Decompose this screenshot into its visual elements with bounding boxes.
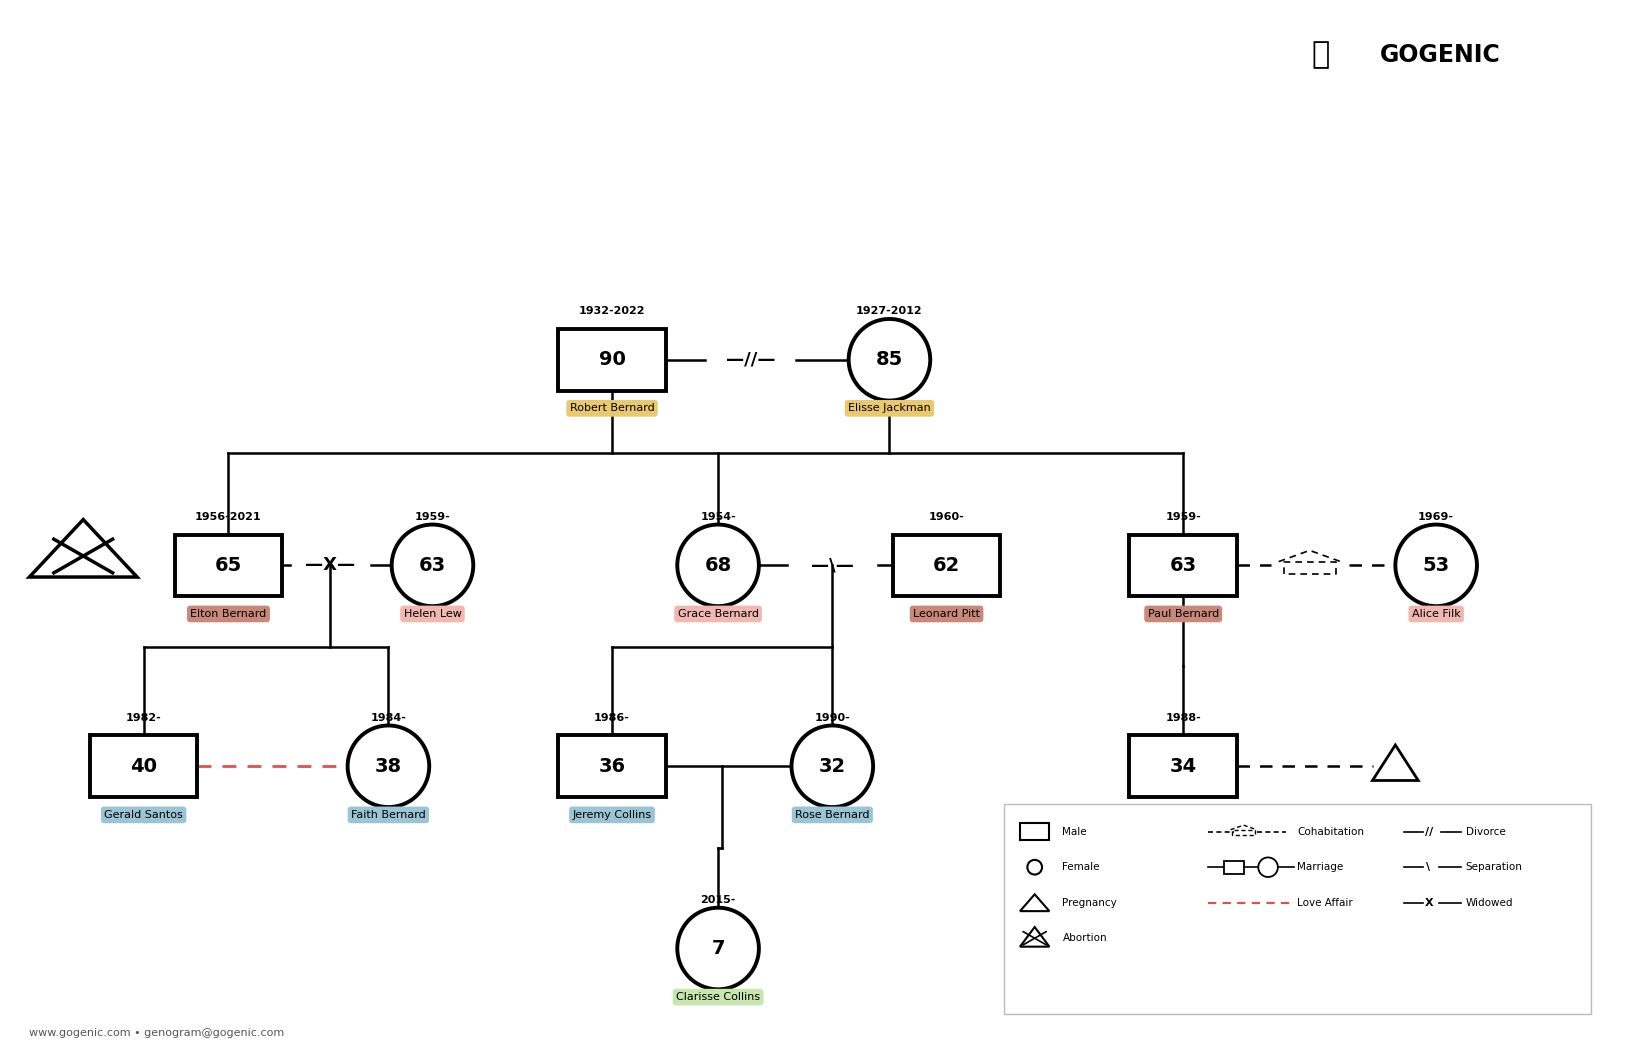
Text: 62: 62	[934, 555, 960, 574]
Text: 1959-: 1959-	[1165, 512, 1201, 522]
Text: Male: Male	[1062, 827, 1087, 836]
Text: Love Affair: Love Affair	[1297, 898, 1353, 908]
Text: 1959-: 1959-	[415, 512, 450, 522]
Text: Cohabitation: Cohabitation	[1297, 827, 1364, 836]
FancyBboxPatch shape	[1224, 861, 1244, 873]
FancyBboxPatch shape	[1129, 735, 1237, 797]
Text: Marriage: Marriage	[1297, 862, 1343, 872]
Text: 32: 32	[819, 757, 845, 776]
Text: Faith Bernard: Faith Bernard	[351, 810, 426, 819]
Ellipse shape	[1395, 525, 1477, 606]
Text: Separation: Separation	[1466, 862, 1523, 872]
FancyBboxPatch shape	[558, 735, 666, 797]
Text: 7: 7	[712, 939, 725, 958]
Ellipse shape	[1028, 860, 1043, 874]
Text: 1932-2022: 1932-2022	[579, 306, 645, 316]
FancyBboxPatch shape	[1020, 824, 1049, 841]
FancyBboxPatch shape	[1129, 534, 1237, 597]
FancyBboxPatch shape	[1004, 804, 1591, 1014]
Text: 38: 38	[375, 757, 401, 776]
Text: 53: 53	[1423, 555, 1449, 574]
Text: 1927-2012: 1927-2012	[857, 306, 922, 316]
Text: 36: 36	[599, 757, 625, 776]
Text: Divorce: Divorce	[1466, 827, 1505, 836]
Text: Paul Bernard: Paul Bernard	[1147, 609, 1219, 619]
Text: 1988-: 1988-	[1165, 713, 1201, 722]
Text: 2015-: 2015-	[700, 894, 736, 905]
Text: 1990-: 1990-	[814, 713, 850, 722]
Text: Elisse Jackman: Elisse Jackman	[849, 403, 930, 413]
Text: www.gogenic.com • genogram@gogenic.com: www.gogenic.com • genogram@gogenic.com	[29, 1027, 284, 1038]
Text: Rose Bernard: Rose Bernard	[795, 810, 870, 819]
Text: Abortion: Abortion	[1062, 934, 1106, 943]
Text: —\—: —\—	[811, 557, 854, 574]
Text: 1986-: 1986-	[594, 713, 630, 722]
Text: 1969-: 1969-	[1418, 512, 1454, 522]
Text: Leonard Pitt: Leonard Pitt	[912, 609, 981, 619]
Text: 1960-: 1960-	[929, 512, 965, 522]
Text: //: //	[1425, 827, 1433, 836]
Text: 68: 68	[705, 555, 731, 574]
FancyBboxPatch shape	[90, 735, 197, 797]
Text: —//—: —//—	[726, 351, 775, 369]
Ellipse shape	[1258, 857, 1278, 878]
Text: Gerald Santos: Gerald Santos	[104, 810, 183, 819]
Text: Family Relationship Genogram with Age: Family Relationship Genogram with Age	[29, 53, 716, 81]
Text: Alice Filk: Alice Filk	[1412, 609, 1461, 619]
FancyBboxPatch shape	[893, 534, 1000, 597]
Ellipse shape	[792, 725, 873, 807]
Text: Elton Bernard: Elton Bernard	[191, 609, 266, 619]
Text: X: X	[1425, 898, 1433, 908]
Ellipse shape	[849, 319, 930, 400]
Text: Grace Bernard: Grace Bernard	[677, 609, 759, 619]
Text: \: \	[1426, 862, 1431, 872]
Text: 65: 65	[215, 555, 242, 574]
Text: 85: 85	[876, 351, 902, 370]
Text: 63: 63	[1170, 555, 1196, 574]
Ellipse shape	[348, 725, 429, 807]
Text: Widowed: Widowed	[1466, 898, 1513, 908]
Text: ⧖: ⧖	[1310, 40, 1330, 69]
Text: 1956-2021: 1956-2021	[196, 512, 261, 522]
Text: 1984-: 1984-	[370, 713, 406, 722]
Ellipse shape	[677, 908, 759, 989]
Text: Chris Bernard: Chris Bernard	[1146, 810, 1221, 819]
Text: Female: Female	[1062, 862, 1100, 872]
FancyBboxPatch shape	[175, 534, 282, 597]
Text: 40: 40	[131, 757, 157, 776]
Ellipse shape	[392, 525, 473, 606]
Text: 90: 90	[599, 351, 625, 370]
Text: Clarisse Collins: Clarisse Collins	[676, 993, 761, 1002]
Text: 34: 34	[1170, 757, 1196, 776]
Text: Helen Lew: Helen Lew	[403, 609, 462, 619]
FancyBboxPatch shape	[558, 328, 666, 391]
Text: —X—: —X—	[305, 557, 356, 574]
Text: 63: 63	[419, 555, 446, 574]
Ellipse shape	[677, 525, 759, 606]
Text: Pregnancy: Pregnancy	[1062, 898, 1118, 908]
Text: Jeremy Collins: Jeremy Collins	[573, 810, 651, 819]
Text: Robert Bernard: Robert Bernard	[570, 403, 654, 413]
Text: 1982-: 1982-	[126, 713, 162, 722]
Text: GOGENIC: GOGENIC	[1381, 42, 1501, 67]
Text: 1954-: 1954-	[700, 512, 736, 522]
